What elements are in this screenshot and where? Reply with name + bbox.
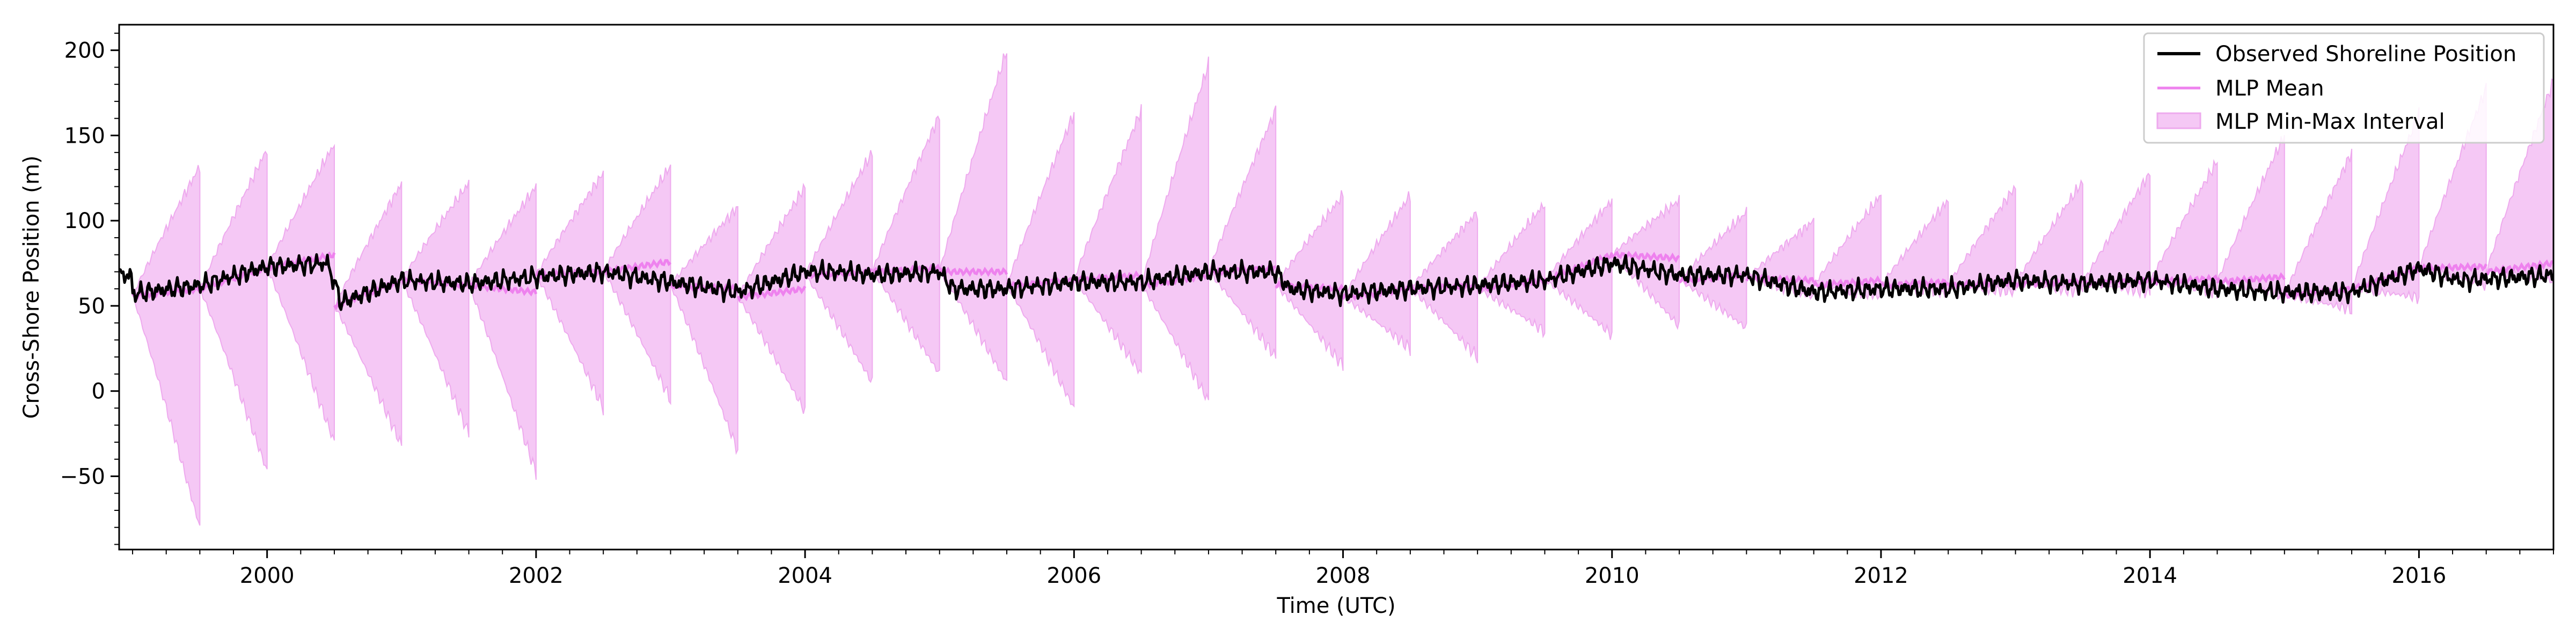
minmax-band (2351, 107, 2420, 304)
minmax-band (737, 182, 806, 414)
y-tick-label: 150 (64, 123, 105, 148)
minmax-band (2284, 149, 2353, 314)
minmax-band (132, 165, 201, 526)
x-tick-label: 2016 (2391, 564, 2446, 588)
legend-band-label: MLP Min-Max Interval (2215, 109, 2445, 134)
x-tick-label: 2002 (509, 564, 564, 588)
min-max-bands (132, 53, 2553, 526)
x-axis-label: Time (UTC) (1276, 594, 1395, 618)
minmax-band (468, 183, 537, 480)
y-tick-label: −50 (60, 464, 105, 489)
minmax-band (871, 115, 940, 372)
minmax-band (1678, 207, 1747, 330)
x-tick-label: 2008 (1316, 564, 1371, 588)
minmax-band (2418, 83, 2487, 291)
minmax-band (199, 150, 268, 470)
legend-mean-label: MLP Mean (2215, 76, 2324, 101)
mlp-mean-segment (1812, 275, 1882, 290)
x-tick-label: 2014 (2123, 564, 2177, 588)
minmax-band (1140, 56, 1209, 401)
minmax-band (1208, 105, 1277, 359)
x-tick-label: 2010 (1585, 564, 1640, 588)
y-tick-label: 50 (78, 294, 105, 319)
legend: Observed Shoreline Position MLP Mean MLP… (2143, 32, 2545, 144)
minmax-band (670, 206, 738, 455)
x-tick-label: 2004 (778, 564, 832, 588)
mlp-mean-segment (736, 285, 807, 302)
mlp-mean-segment (2216, 272, 2286, 287)
observed-line-group (119, 253, 2553, 311)
y-tick-label: 100 (64, 209, 105, 233)
x-tick-label: 2000 (240, 564, 295, 588)
minmax-band (1476, 201, 1546, 339)
minmax-band (1275, 190, 1344, 371)
minmax-band (1006, 112, 1075, 408)
legend-band-swatch (2156, 112, 2201, 129)
y-axis-label: Cross-Shore Position (m) (19, 156, 44, 419)
minmax-band (401, 179, 470, 438)
minmax-band (333, 181, 402, 446)
minmax-band (1073, 104, 1142, 375)
mlp-mean-segment (1611, 250, 1680, 264)
y-tick-label: 0 (92, 379, 105, 404)
observed-shoreline-line (119, 253, 2553, 311)
minmax-band (266, 143, 335, 441)
mlp-mean-segment (938, 266, 1008, 277)
plot-frame (118, 24, 2555, 551)
minmax-band (535, 170, 604, 415)
minmax-band (1342, 191, 1411, 356)
legend-observed-label: Observed Shoreline Position (2215, 42, 2516, 67)
y-tick-label: 200 (64, 39, 105, 63)
y-axis: −50 0 50 100 150 200 (60, 32, 119, 545)
minmax-band (939, 53, 1007, 382)
x-tick-label: 2012 (1854, 564, 1908, 588)
x-tick-label: 2006 (1046, 564, 1101, 588)
x-axis: 2000 2002 2004 2006 2008 2010 2012 2014 2016 (132, 550, 2554, 588)
plot-area (119, 53, 2553, 526)
legend-box (2143, 32, 2545, 144)
minmax-band (1611, 195, 1680, 330)
mlp-mean-segment (2485, 259, 2553, 276)
